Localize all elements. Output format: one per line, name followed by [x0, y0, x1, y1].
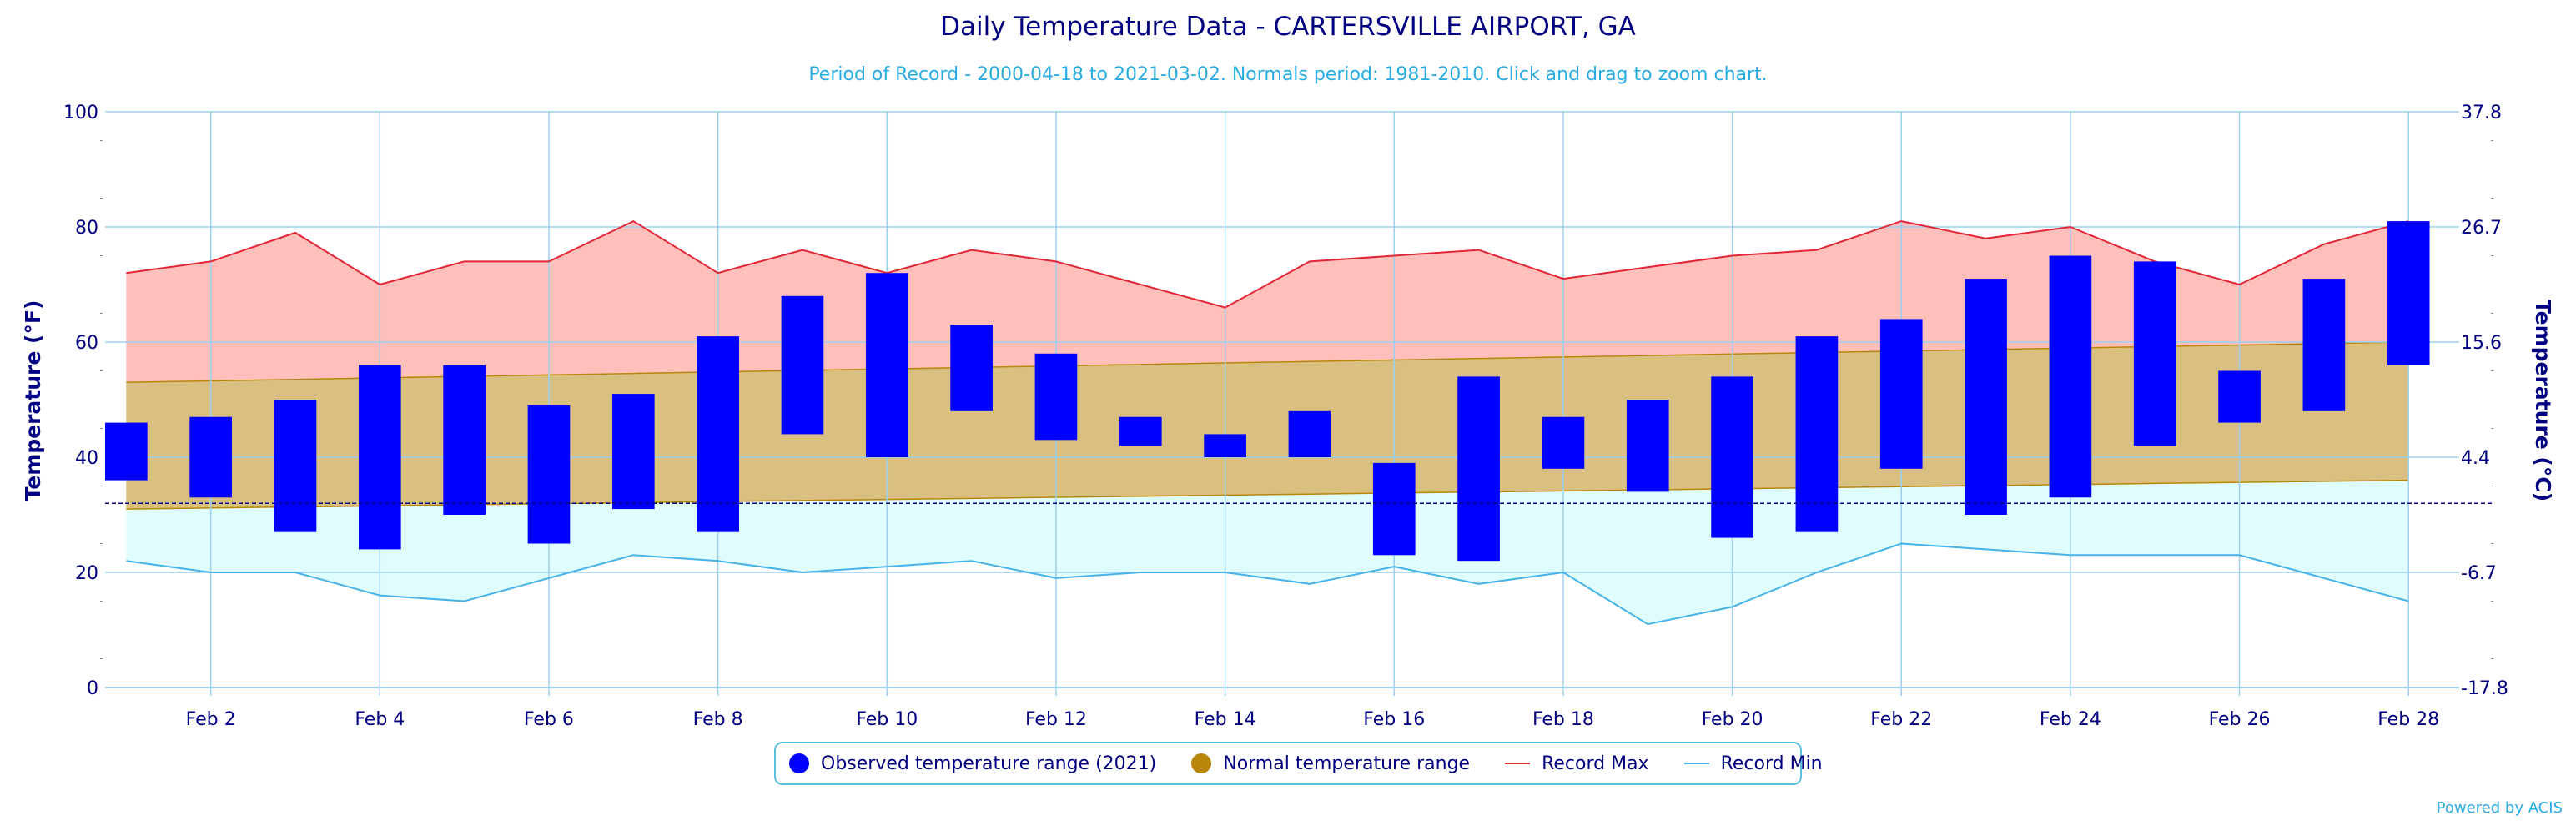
observed-bar	[358, 365, 401, 550]
observed-bar	[1119, 416, 1162, 446]
observed-bar	[781, 295, 824, 435]
y-tick-label: 100	[63, 103, 98, 123]
x-tick-label: Feb 16	[1363, 709, 1425, 730]
normal-dot-icon	[1191, 753, 1212, 773]
x-tick-label: Feb 14	[1195, 709, 1256, 730]
observed-bar	[1965, 279, 2007, 515]
legend-item-record-max[interactable]: Record Max	[1505, 753, 1649, 774]
observed-bar	[611, 394, 655, 510]
y-tick-label: 0	[87, 678, 98, 699]
observed-bar	[105, 422, 148, 481]
legend: Observed temperature range (2021) Normal…	[774, 742, 1823, 785]
y2-tick-label: 4.4	[2461, 448, 2490, 469]
observed-bar	[1795, 336, 1839, 532]
y-axis-label-left: Temperature (°F)	[21, 300, 45, 501]
y-tick-label: 40	[75, 448, 98, 469]
legend-label-normal: Normal temperature range	[1223, 753, 1471, 774]
observed-bar	[1288, 410, 1331, 457]
observed-bar	[1711, 376, 1753, 538]
observed-bar	[1204, 434, 1246, 457]
observed-bar	[950, 325, 993, 411]
observed-bar	[1034, 353, 1078, 441]
x-tick-label: Feb 8	[693, 709, 743, 730]
observed-bar	[1879, 319, 1923, 469]
x-tick-label: Feb 18	[1532, 709, 1594, 730]
y2-tick-label: -6.7	[2461, 563, 2497, 584]
x-tick-label: Feb 10	[856, 709, 918, 730]
legend-item-observed[interactable]: Observed temperature range (2021)	[789, 753, 1156, 774]
y-axis-label-right: Temperature (°C)	[2531, 300, 2555, 501]
observed-bar	[2133, 261, 2176, 446]
x-tick-label: Feb 28	[2377, 709, 2439, 730]
normal-low-edge	[126, 479, 2409, 510]
observed-bar	[1372, 462, 1416, 556]
legend-item-record-min[interactable]: Record Min	[1683, 753, 1823, 774]
observed-bar	[1542, 416, 1585, 469]
y2-tick-label: -17.8	[2461, 678, 2508, 699]
y-tick-label: 60	[75, 333, 98, 354]
x-tick-label: Feb 24	[2040, 709, 2101, 730]
record-lines	[126, 219, 2409, 626]
x-tick-label: Feb 12	[1025, 709, 1087, 730]
legend-label-record-min: Record Min	[1720, 753, 1823, 774]
x-tick-label: Feb 6	[524, 709, 574, 730]
powered-by-link[interactable]: Powered by ACIS	[2436, 799, 2563, 817]
observed-bar	[1457, 376, 1500, 562]
record-max-line-icon	[1505, 763, 1531, 764]
chart-subtitle: Period of Record - 2000-04-18 to 2021-03…	[808, 64, 1767, 85]
observed-dot-icon	[789, 753, 809, 773]
record-min-line-icon	[1683, 763, 1709, 764]
x-tick-label: Feb 22	[1870, 709, 1932, 730]
observed-bar	[274, 400, 317, 532]
y2-tick-label: 37.8	[2461, 103, 2502, 123]
normal-high-edge	[126, 341, 2409, 384]
y2-tick-label: 15.6	[2461, 333, 2502, 354]
axes: 0 -17.8 20 -6.7 40 4.4 60 15.6 80 26.7 100 37.8 Feb …	[63, 103, 2508, 730]
observed-bars	[105, 221, 2430, 562]
record-max-line	[126, 219, 2409, 309]
x-tick-label: Feb 4	[355, 709, 405, 730]
x-tick-label: Feb 20	[1702, 709, 1763, 730]
y-tick-label: 20	[75, 563, 98, 584]
observed-bar	[527, 405, 571, 544]
legend-item-normal[interactable]: Normal temperature range	[1191, 753, 1470, 774]
legend-label-record-max: Record Max	[1542, 753, 1649, 774]
x-tick-label: Feb 2	[186, 709, 236, 730]
y-tick-label: 80	[75, 218, 98, 239]
observed-bar	[1626, 400, 1669, 492]
observed-bar	[443, 365, 486, 515]
x-tick-label: Feb 26	[2209, 709, 2271, 730]
y2-tick-label: 26.7	[2461, 218, 2502, 239]
observed-bar	[865, 273, 908, 457]
observed-bar	[697, 336, 739, 532]
legend-label-observed: Observed temperature range (2021)	[821, 753, 1157, 774]
observed-bar	[2387, 221, 2430, 365]
observed-bar	[189, 416, 232, 498]
observed-bar	[2302, 279, 2346, 411]
observed-bar	[2218, 370, 2261, 423]
chart-title: Daily Temperature Data - CARTERSVILLE AI…	[940, 12, 1636, 42]
record-min-line	[126, 542, 2409, 626]
observed-bar	[2049, 255, 2092, 498]
